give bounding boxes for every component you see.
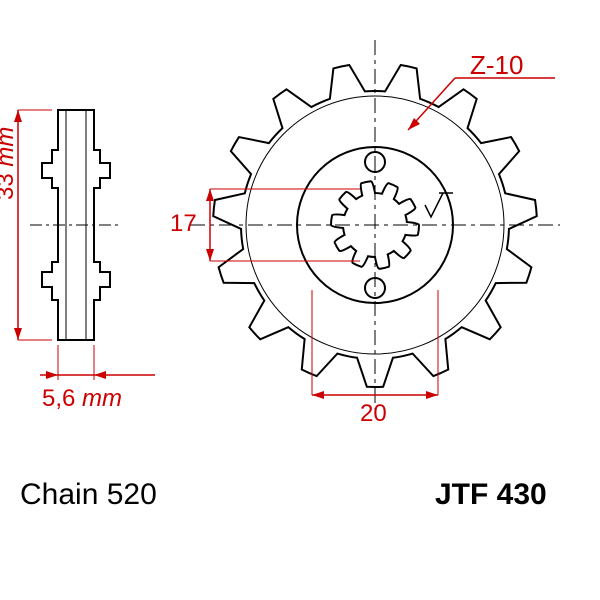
dimension-width-5-6mm — [40, 345, 155, 380]
label-20: 20 — [360, 400, 387, 428]
dimension-tooth-z10 — [408, 78, 555, 130]
sprocket-front-view — [190, 40, 560, 410]
label-5-6: 5,6 mm — [42, 385, 122, 413]
label-part-number: JTF 430 — [435, 478, 547, 512]
label-17: 17 — [170, 210, 197, 238]
label-z10: Z-10 — [470, 50, 523, 81]
sprocket-side-profile — [30, 110, 122, 340]
label-33: 33 mm — [0, 127, 20, 200]
label-chain: Chain 520 — [20, 478, 157, 512]
